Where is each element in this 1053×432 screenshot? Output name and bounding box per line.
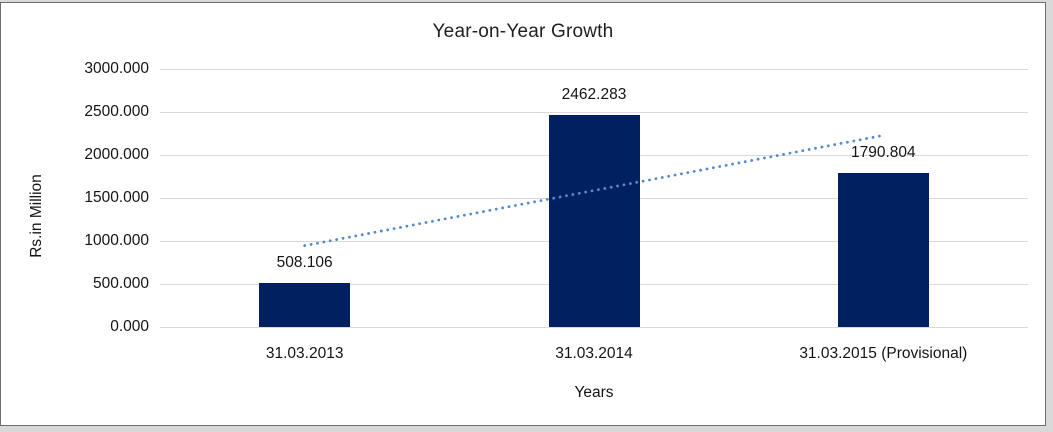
bar-value-label: 2462.283	[561, 86, 627, 104]
plot-area: Rs.in Million Years 508.106 31.03.2013 246…	[28, 68, 1028, 401]
y-tick-label: 1000.000	[84, 232, 149, 249]
bar	[548, 115, 640, 327]
chart-frame: Year-on-Year Growth 0.000 500.000 1000.000…	[0, 2, 1046, 426]
x-tick-label: 31.03.2014	[555, 345, 633, 362]
bar-value-label: 508.106	[276, 254, 333, 272]
bar	[259, 283, 351, 327]
gridline	[160, 326, 1028, 328]
gridline	[160, 68, 1028, 70]
y-axis-title: Rs.in Million	[28, 174, 45, 258]
gridline	[160, 111, 1028, 113]
x-tick-label: 31.03.2015 (Provisional)	[799, 345, 968, 362]
y-tick-label: 3000.000	[84, 60, 149, 77]
x-tick-label: 31.03.2013	[265, 345, 344, 362]
y-tick-label: 1500.000	[84, 189, 149, 206]
x-axis-title: Years	[574, 384, 614, 401]
y-tick-label: 0.000	[110, 318, 149, 335]
bar-value-label: 1790.804	[851, 144, 916, 161]
y-tick-label: 500.000	[92, 275, 149, 292]
y-axis-labels: 0.000 500.000 1000.000 1500.000 2000.000 2500…	[49, 61, 149, 335]
y-tick-label: 2500.000	[84, 103, 149, 120]
bar	[837, 173, 929, 327]
y-tick-label: 2000.000	[84, 146, 149, 163]
chart-title: Year-on-Year Growth	[432, 21, 614, 42]
